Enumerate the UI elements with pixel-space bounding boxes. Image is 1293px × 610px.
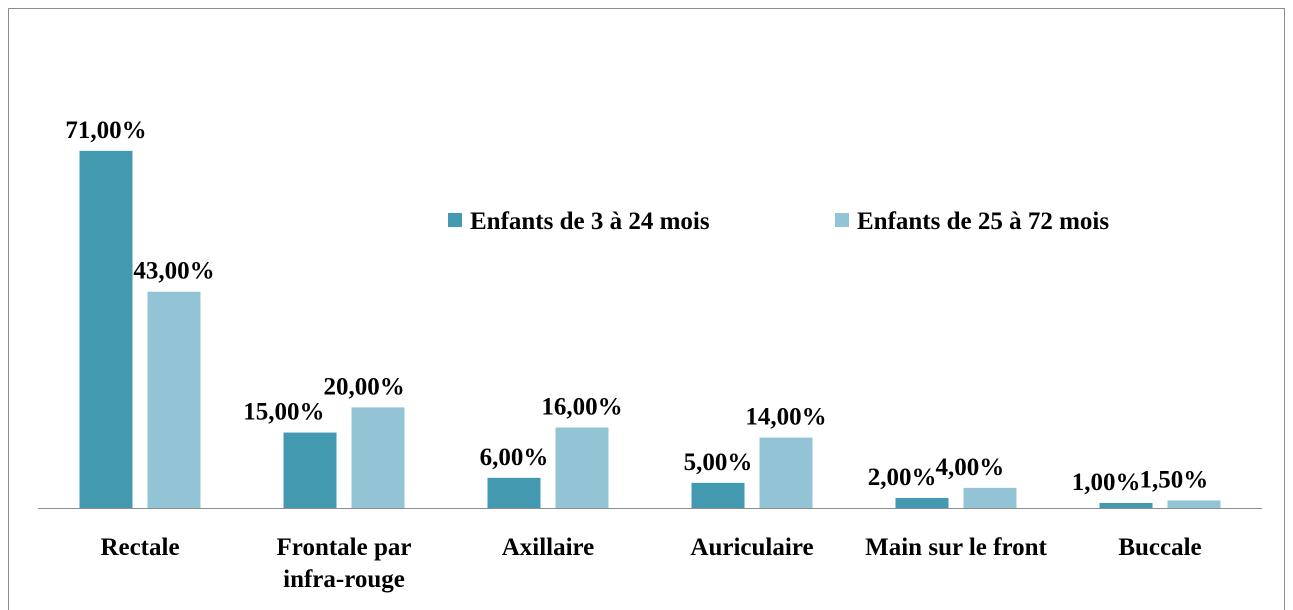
bar xyxy=(555,427,609,508)
x-tick-label: Rectale xyxy=(100,534,180,561)
value-label: 15,00% xyxy=(243,399,324,426)
value-label: 1,50% xyxy=(1140,466,1209,493)
bar xyxy=(147,291,201,508)
bar xyxy=(487,477,541,508)
value-label: 2,00% xyxy=(868,464,937,491)
legend-swatch xyxy=(448,213,462,227)
bar xyxy=(79,150,133,508)
value-label: 20,00% xyxy=(324,373,405,400)
legend-label: Enfants de 25 à 72 mois xyxy=(857,208,1109,235)
x-tick-label: Frontale par infra-rouge xyxy=(276,534,412,593)
x-tick-label: Axillaire xyxy=(501,534,595,561)
value-label: 1,00% xyxy=(1072,469,1141,496)
bar xyxy=(963,487,1017,508)
bar xyxy=(1167,500,1221,508)
bar xyxy=(759,437,813,508)
bar xyxy=(351,407,405,508)
legend-swatch xyxy=(835,213,849,227)
value-label: 16,00% xyxy=(541,394,622,421)
value-label: 43,00% xyxy=(133,258,214,285)
bar xyxy=(283,432,337,508)
chart-border xyxy=(8,8,1285,610)
value-label: 6,00% xyxy=(480,444,549,471)
legend-label: Enfants de 3 à 24 mois xyxy=(470,208,710,235)
value-label: 4,00% xyxy=(936,454,1005,481)
value-label: 14,00% xyxy=(745,404,826,431)
x-tick-label: Auriculaire xyxy=(690,534,814,561)
bar xyxy=(895,497,949,508)
value-label: 71,00% xyxy=(65,117,146,144)
x-tick-label: Buccale xyxy=(1118,534,1202,561)
bar xyxy=(1099,502,1153,508)
value-label: 5,00% xyxy=(684,449,753,476)
x-tick-label: Main sur le front xyxy=(865,534,1047,561)
bar xyxy=(691,482,745,508)
